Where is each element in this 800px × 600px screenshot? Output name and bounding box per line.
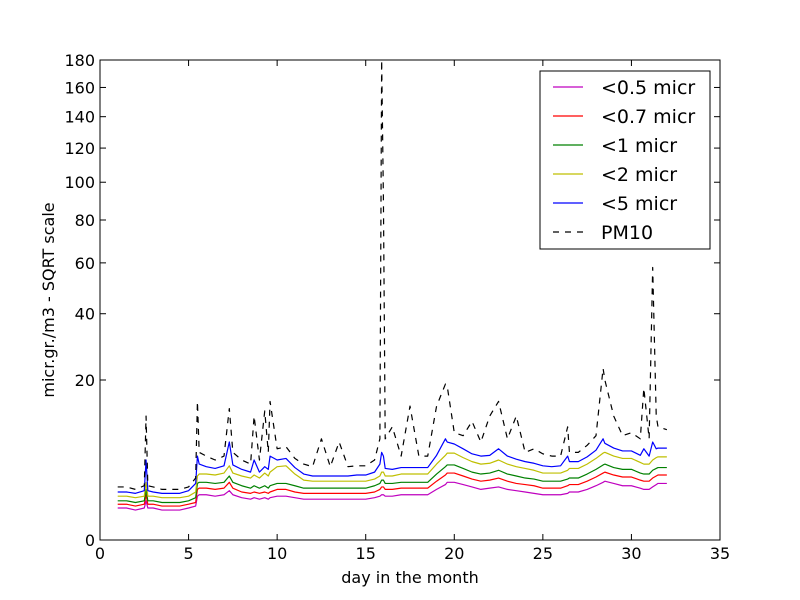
x-tick-label: 30 <box>621 544 641 563</box>
y-tick-label: 180 <box>64 51 95 70</box>
legend-label-6: PM10 <box>601 222 653 244</box>
x-tick-label: 15 <box>356 544 376 563</box>
y-tick-label: 60 <box>75 254 95 273</box>
y-tick-label: 0 <box>85 531 95 550</box>
ticks-layer: 0 5 10 15 20 25 30 35 0 20 40 60 80 100 120 140 160 180 <box>64 51 730 563</box>
x-tick-label: 25 <box>533 544 553 563</box>
series-line-5 <box>117 438 667 494</box>
y-tick-label: 160 <box>64 78 95 97</box>
legend-label-5: <5 micr <box>601 193 677 215</box>
y-tick-label: 100 <box>64 173 95 192</box>
x-tick-label: 10 <box>267 544 287 563</box>
series-line-3 <box>117 463 667 504</box>
legend-label-4: <2 micr <box>601 164 677 186</box>
y-tick-label: 80 <box>75 211 95 230</box>
legend-frame <box>539 70 711 250</box>
x-tick-label: 20 <box>444 544 464 563</box>
series-line-4 <box>117 451 667 499</box>
y-tick-label: 40 <box>75 305 95 324</box>
series-line-6 <box>117 59 668 490</box>
series-line-2 <box>117 471 667 507</box>
x-tick-label: 35 <box>710 544 730 563</box>
x-tick-label: 5 <box>183 544 193 563</box>
x-tick-label: 0 <box>95 544 105 563</box>
y-tick-label: 120 <box>64 139 95 158</box>
y-axis-label: micr.gr./m3 - SQRT scale <box>39 202 58 397</box>
series-layer <box>117 59 668 511</box>
series-line-1 <box>117 480 667 511</box>
legend-label-2: <0.7 micr <box>601 106 695 128</box>
y-tick-label: 20 <box>75 371 95 390</box>
y-tick-label: 140 <box>64 108 95 127</box>
x-axis-label: day in the month <box>341 568 478 587</box>
legend-label-3: <1 micr <box>601 135 677 157</box>
plot-frame <box>99 59 721 541</box>
legend: <0.5 micr <0.7 micr <1 micr <2 micr <5 micr P… <box>539 70 711 250</box>
legend-label-1: <0.5 micr <box>601 77 695 99</box>
